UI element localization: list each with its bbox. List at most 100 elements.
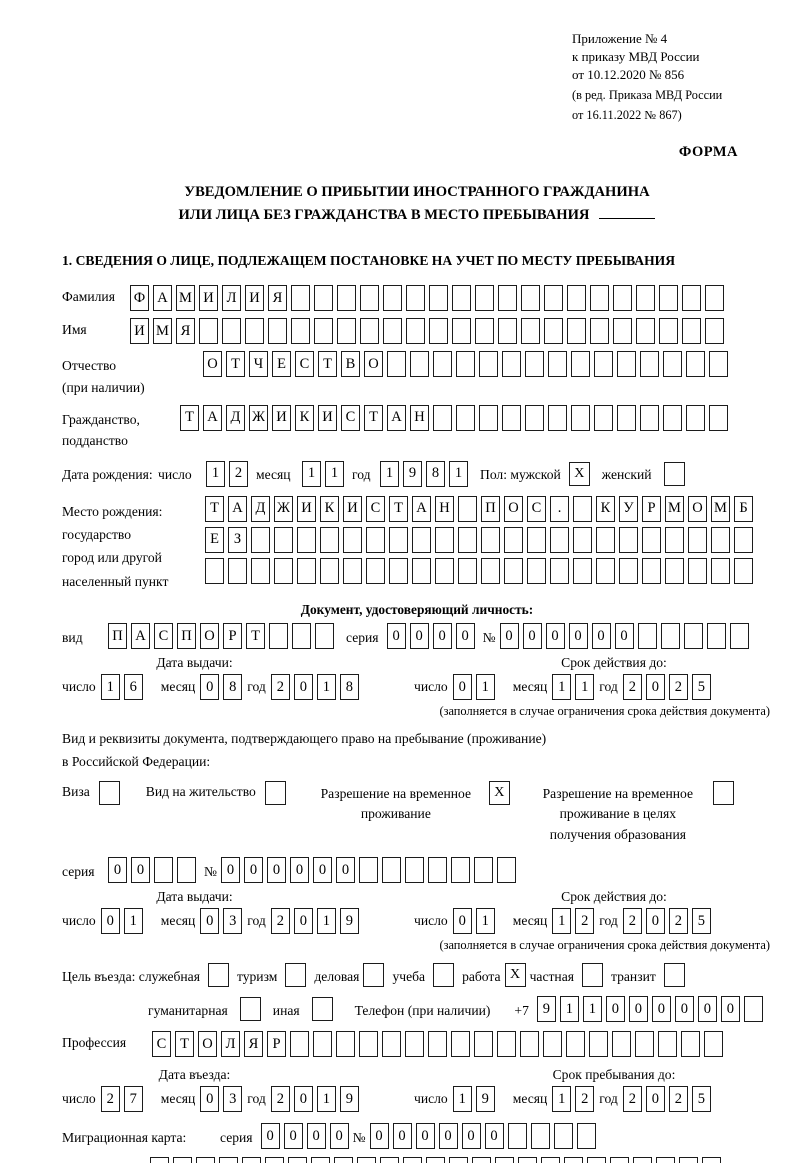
char-cell[interactable] — [734, 526, 753, 553]
char-cell[interactable] — [498, 318, 517, 345]
char-cell[interactable]: Т — [318, 351, 337, 378]
char-cell[interactable] — [589, 1031, 608, 1058]
char-cell[interactable]: Ж — [249, 404, 268, 431]
char-cell[interactable]: С — [527, 495, 546, 522]
char-cell[interactable]: А — [203, 404, 222, 431]
char-cell[interactable]: Я — [244, 1031, 263, 1058]
char-cell[interactable] — [314, 318, 333, 345]
char-cell[interactable] — [297, 526, 316, 553]
char-cell[interactable]: И — [130, 318, 149, 345]
char-cell[interactable]: Я — [176, 318, 195, 345]
char-cell[interactable] — [640, 351, 659, 378]
char-cell[interactable]: Ч — [249, 351, 268, 378]
char-cell[interactable]: 2 — [575, 1086, 595, 1113]
char-cell[interactable] — [663, 404, 682, 431]
char-cell[interactable]: 2 — [622, 908, 642, 935]
char-cell[interactable]: . — [550, 495, 569, 522]
char-cell[interactable] — [544, 285, 563, 312]
char-cell[interactable] — [659, 285, 678, 312]
purpose-other-checkbox[interactable] — [311, 997, 333, 1022]
char-cell[interactable]: Т — [226, 351, 245, 378]
char-cell[interactable]: 3 — [223, 1086, 243, 1113]
char-cell[interactable] — [334, 1157, 353, 1163]
char-cell[interactable] — [681, 1031, 700, 1058]
char-cell[interactable]: Д — [226, 404, 245, 431]
option-temp-residence-checkbox[interactable]: X — [488, 781, 510, 806]
char-cell[interactable] — [269, 623, 288, 650]
char-cell[interactable] — [222, 318, 241, 345]
char-cell[interactable]: 0 — [386, 623, 406, 650]
char-cell[interactable] — [619, 557, 638, 584]
char-cell[interactable] — [429, 318, 448, 345]
char-cell[interactable]: 0 — [100, 908, 120, 935]
char-cell[interactable] — [553, 1123, 573, 1150]
char-cell[interactable]: 9 — [403, 460, 422, 487]
char-cell[interactable]: 8 — [339, 674, 359, 701]
char-cell[interactable] — [548, 404, 567, 431]
char-cell[interactable] — [458, 526, 477, 553]
char-cell[interactable] — [265, 1157, 284, 1163]
char-cell[interactable] — [458, 495, 477, 522]
option-visa-checkbox[interactable] — [98, 781, 120, 806]
char-cell[interactable] — [541, 1157, 560, 1163]
char-cell[interactable] — [550, 557, 569, 584]
char-cell[interactable] — [435, 526, 454, 553]
char-cell[interactable] — [245, 318, 264, 345]
char-cell[interactable]: И — [297, 495, 316, 522]
char-cell[interactable] — [704, 1031, 723, 1058]
char-cell[interactable]: 1 — [316, 908, 336, 935]
char-cell[interactable] — [550, 526, 569, 553]
char-cell[interactable] — [251, 526, 270, 553]
option-residence-permit-checkbox[interactable] — [264, 781, 286, 806]
char-cell[interactable]: 1 — [559, 996, 579, 1023]
char-cell[interactable]: 0 — [243, 857, 263, 884]
char-cell[interactable] — [688, 526, 707, 553]
char-cell[interactable] — [406, 318, 425, 345]
char-cell[interactable]: 7 — [123, 1086, 143, 1113]
char-cell[interactable] — [656, 1157, 675, 1163]
char-cell[interactable] — [427, 857, 447, 884]
char-cell[interactable]: 5 — [691, 908, 711, 935]
char-cell[interactable]: 2 — [668, 674, 688, 701]
char-cell[interactable]: 0 — [697, 996, 717, 1023]
char-cell[interactable] — [705, 285, 724, 312]
char-cell[interactable]: 1 — [575, 674, 595, 701]
char-cell[interactable] — [314, 285, 333, 312]
char-cell[interactable]: 1 — [582, 996, 602, 1023]
char-cell[interactable]: А — [131, 623, 150, 650]
char-cell[interactable] — [449, 1157, 468, 1163]
char-cell[interactable]: 0 — [455, 623, 475, 650]
char-cell[interactable]: 0 — [432, 623, 452, 650]
char-cell[interactable]: Е — [272, 351, 291, 378]
char-cell[interactable]: О — [203, 351, 222, 378]
char-cell[interactable]: П — [481, 495, 500, 522]
char-cell[interactable] — [525, 351, 544, 378]
char-cell[interactable] — [571, 351, 590, 378]
char-cell[interactable]: Л — [222, 285, 241, 312]
char-cell[interactable]: А — [412, 495, 431, 522]
char-cell[interactable] — [613, 318, 632, 345]
char-cell[interactable] — [660, 623, 680, 650]
char-cell[interactable]: И — [318, 404, 337, 431]
char-cell[interactable]: К — [596, 495, 615, 522]
char-cell[interactable] — [637, 623, 657, 650]
char-cell[interactable] — [619, 526, 638, 553]
char-cell[interactable]: 1 — [206, 460, 225, 487]
char-cell[interactable]: 0 — [283, 1123, 303, 1150]
char-cell[interactable] — [389, 557, 408, 584]
char-cell[interactable] — [548, 351, 567, 378]
char-cell[interactable]: 0 — [200, 674, 220, 701]
char-cell[interactable] — [518, 1157, 537, 1163]
char-cell[interactable] — [426, 1157, 445, 1163]
char-cell[interactable]: 0 — [266, 857, 286, 884]
char-cell[interactable]: 5 — [691, 674, 711, 701]
char-cell[interactable] — [451, 1031, 470, 1058]
char-cell[interactable]: Т — [246, 623, 265, 650]
char-cell[interactable]: 0 — [614, 623, 634, 650]
char-cell[interactable] — [404, 857, 424, 884]
char-cell[interactable]: 1 — [552, 1086, 572, 1113]
char-cell[interactable]: Т — [175, 1031, 194, 1058]
char-cell[interactable] — [358, 857, 378, 884]
char-cell[interactable]: Р — [223, 623, 242, 650]
char-cell[interactable]: 2 — [270, 908, 290, 935]
